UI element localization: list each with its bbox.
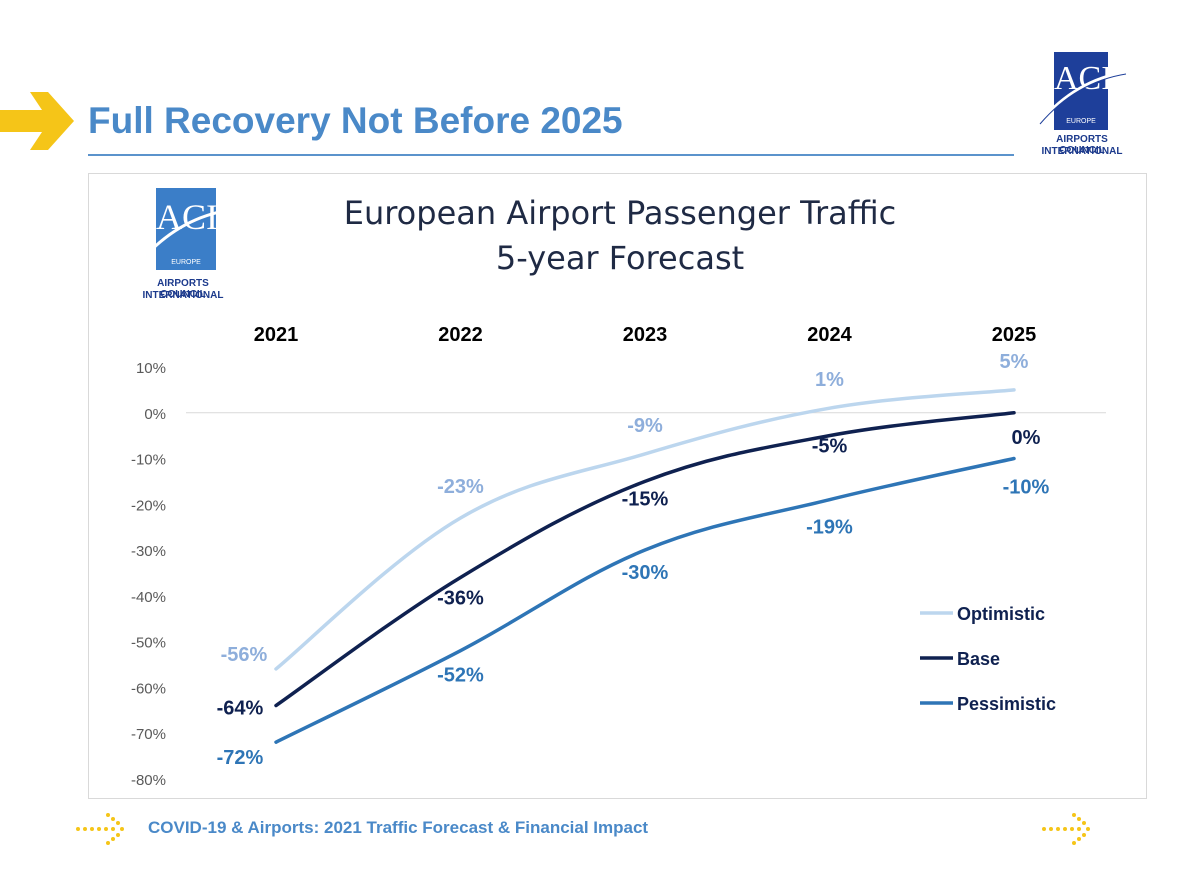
chart-subtitle: 5-year Forecast — [495, 239, 745, 277]
series-line-pessimistic — [274, 456, 1016, 744]
data-label-base: -15% — [622, 488, 669, 510]
x-category-label: 2024 — [807, 324, 852, 346]
data-label-pessimistic: -30% — [622, 562, 669, 584]
data-label-optimistic: 5% — [1000, 351, 1029, 373]
data-label-pessimistic: -72% — [217, 747, 264, 769]
y-tick-label: -60% — [131, 680, 166, 697]
footer-text: COVID-19 & Airports: 2021 Traffic Foreca… — [148, 818, 649, 837]
legend-label-optimistic: Optimistic — [957, 604, 1045, 624]
y-tick-label: -10% — [131, 452, 166, 469]
y-tick-label: -80% — [131, 772, 166, 789]
chart-title: European Airport Passenger Traffic — [343, 194, 897, 232]
x-category-label: 2021 — [254, 324, 299, 346]
data-label-optimistic: -56% — [221, 644, 268, 666]
series-line-optimistic — [274, 388, 1016, 671]
dotted-arrow-icon-right — [1042, 813, 1090, 845]
legend-label-pessimistic: Pessimistic — [957, 694, 1056, 714]
data-label-base: -5% — [812, 436, 848, 458]
dotted-arrow-icon-left — [76, 813, 124, 845]
x-category-label: 2025 — [992, 324, 1037, 346]
chart-aci-logo: ACI EUROPE AIRPORTS COUNCIL INTERNATIONA… — [136, 186, 230, 306]
y-tick-label: -50% — [131, 635, 166, 652]
y-tick-label: 0% — [144, 406, 166, 423]
data-label-base: -64% — [217, 698, 264, 720]
data-label-pessimistic: -19% — [806, 517, 853, 539]
legend-label-base: Base — [957, 649, 1000, 669]
data-label-optimistic: 1% — [815, 369, 844, 391]
aci-logo: ACI EUROPE AIRPORTS COUNCIL INTERNATIONA… — [1036, 50, 1128, 162]
x-category-label: 2023 — [623, 324, 668, 346]
y-tick-label: -30% — [131, 543, 166, 560]
data-label-pessimistic: -10% — [1003, 477, 1050, 499]
y-tick-label: -40% — [131, 589, 166, 606]
slide-title: Full Recovery Not Before 2025 — [88, 100, 623, 141]
data-label-base: -36% — [437, 587, 484, 609]
data-label-optimistic: -9% — [627, 415, 663, 437]
series-line-base — [274, 411, 1016, 708]
y-tick-label: -20% — [131, 497, 166, 514]
chart-frame — [88, 173, 1147, 799]
arrow-icon — [0, 92, 74, 150]
data-label-pessimistic: -52% — [437, 665, 484, 687]
x-category-label: 2022 — [438, 324, 483, 346]
y-tick-label: -70% — [131, 726, 166, 743]
title-divider — [88, 154, 1014, 156]
data-label-optimistic: -23% — [437, 476, 484, 498]
y-tick-label: 10% — [136, 360, 166, 377]
data-label-base: 0% — [1012, 427, 1041, 449]
